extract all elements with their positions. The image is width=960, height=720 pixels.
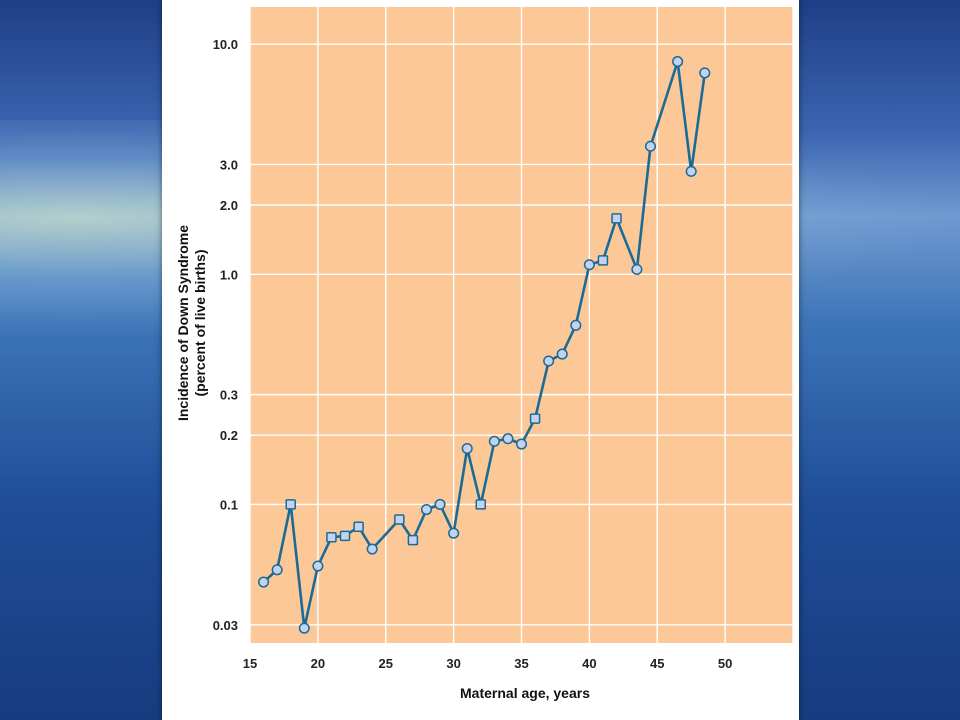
data-point-circle	[672, 56, 684, 68]
data-point-square	[407, 534, 419, 546]
y-tick-label: 0.1	[220, 497, 238, 512]
data-point-circle	[543, 355, 555, 367]
data-point-square	[394, 514, 405, 525]
data-point-circle	[488, 435, 500, 447]
x-tick-label: 35	[514, 656, 528, 671]
data-point-circle	[644, 140, 657, 152]
data-point-circle	[434, 498, 446, 510]
data-point-square	[326, 532, 337, 543]
data-point-circle	[685, 165, 697, 177]
x-tick-label: 45	[650, 656, 664, 671]
y-tick-label: 3.0	[220, 157, 238, 172]
data-point-square	[597, 255, 609, 266]
y-tick-label: 0.2	[220, 428, 238, 443]
data-point-circle	[699, 67, 711, 79]
data-point-square	[611, 213, 622, 224]
data-point-square	[475, 499, 487, 510]
x-tick-label: 50	[718, 656, 732, 671]
data-point-circle	[312, 560, 324, 572]
y-tick-label: 0.03	[213, 618, 238, 633]
x-tick-label: 30	[446, 656, 460, 671]
x-tick-label: 25	[379, 656, 393, 671]
x-tick-label: 40	[582, 656, 596, 671]
data-point-square	[353, 521, 364, 532]
data-point-square	[529, 413, 541, 424]
data-markers	[258, 56, 711, 634]
data-point-square	[339, 530, 351, 542]
data-point-circle	[366, 543, 378, 555]
data-point-circle	[583, 259, 595, 271]
data-point-circle	[461, 442, 473, 455]
y-tick-label: 10.0	[213, 37, 238, 52]
data-point-circle	[448, 527, 460, 539]
y-axis-subtitle: (percent of live births)	[192, 249, 208, 396]
y-tick-label: 0.3	[220, 388, 238, 403]
x-tick-labels: 15 20 25 30 35 40 45 50	[243, 656, 733, 671]
data-point-circle	[258, 576, 270, 588]
x-axis-title: Maternal age, years	[460, 685, 590, 701]
grid-lines	[249, 7, 794, 643]
y-tick-label: 1.0	[220, 267, 238, 282]
data-point-square	[285, 499, 296, 510]
y-tick-labels: 0.03 0.1 0.2 0.3 1.0 2.0 3.0 10.0	[213, 37, 238, 633]
data-point-circle	[502, 433, 514, 445]
data-point-circle	[420, 504, 433, 516]
data-point-circle	[515, 438, 528, 450]
x-tick-label: 15	[243, 656, 257, 671]
data-point-circle	[298, 622, 310, 634]
data-point-circle	[271, 564, 283, 576]
x-tick-label: 20	[311, 656, 325, 671]
data-point-circle	[631, 263, 643, 275]
data-point-circle	[556, 348, 568, 360]
data-point-circle	[570, 319, 582, 331]
y-tick-label: 2.0	[220, 198, 238, 213]
y-axis-title: Incidence of Down Syndrome	[175, 225, 191, 421]
